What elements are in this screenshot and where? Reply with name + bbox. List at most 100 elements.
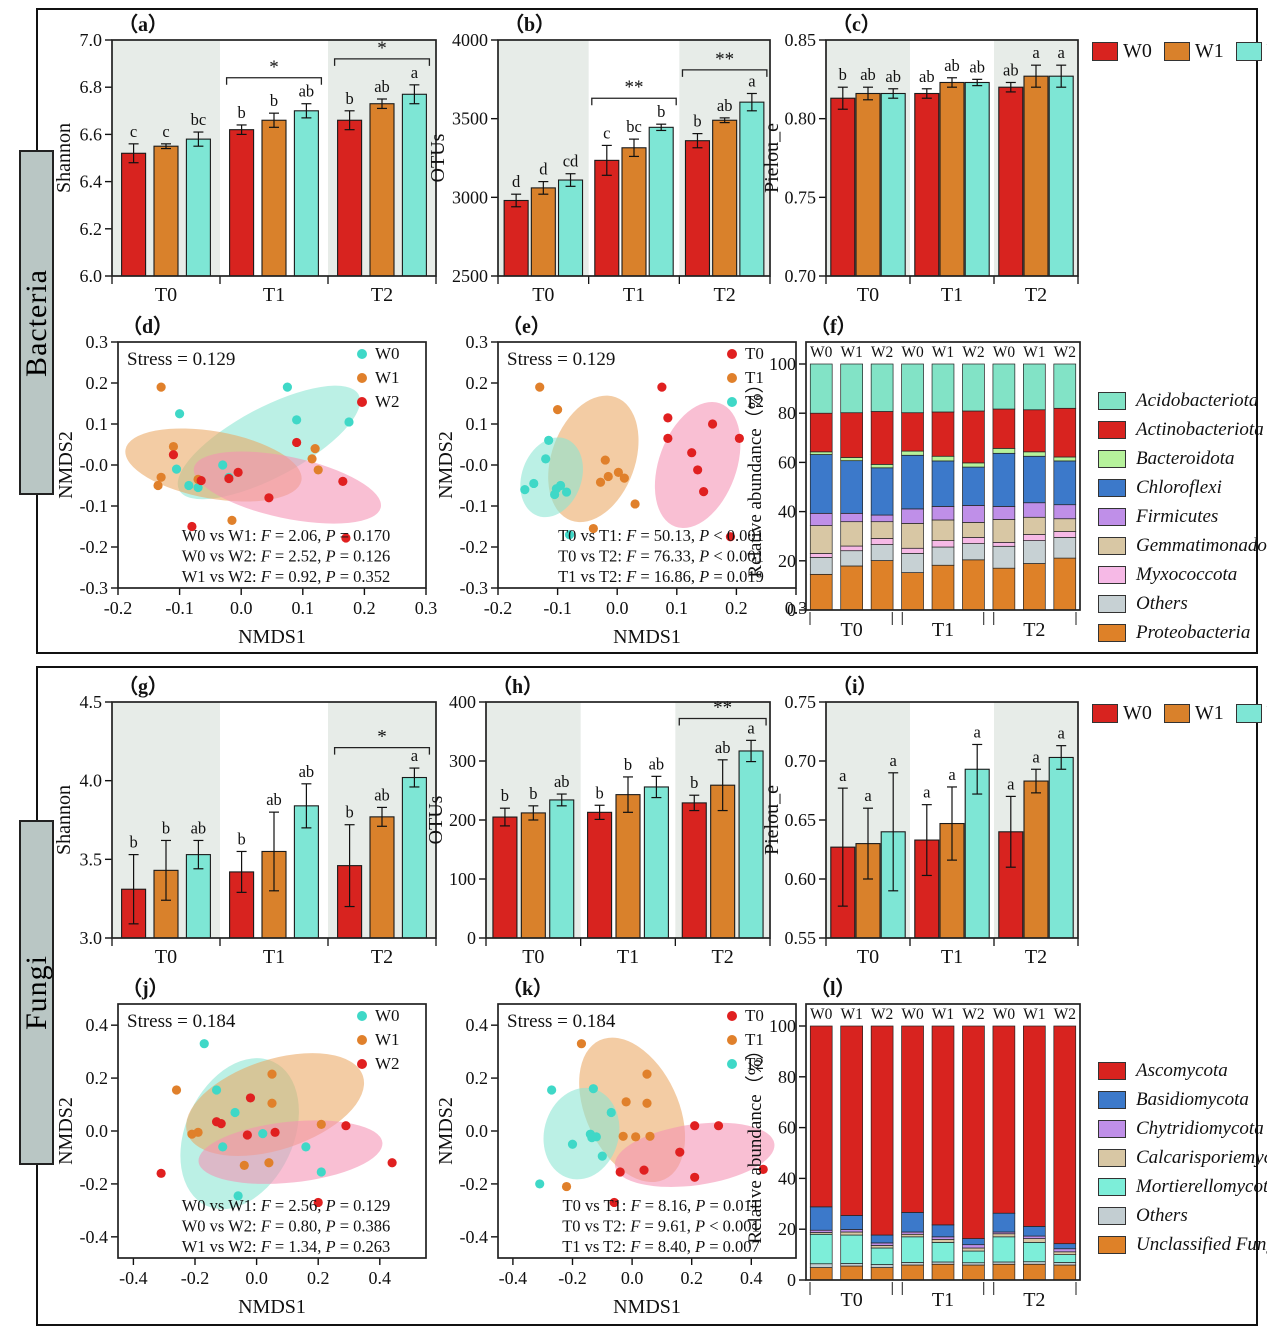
stack-segment-Myxococcota	[992, 542, 1016, 547]
panel-e-bacteria-nmds-time-chart: （e）-0.2 -0.1 0.0 0.1 0.2 0.3-0.3-0.2-0.1-0.00…	[435, 315, 807, 648]
stack-bar-label: W1	[932, 1006, 954, 1023]
legend-dot-T0	[727, 349, 737, 359]
taxa-legend-swatch	[1098, 450, 1126, 468]
stack-segment-Basidiomycota	[931, 1224, 955, 1238]
significance-letter: ab	[266, 790, 282, 809]
plot-border	[825, 39, 1079, 277]
stack-bar-label: W1	[840, 344, 862, 361]
fungi-side-label-text: Fungi	[19, 954, 53, 1031]
stack-segment-Chloroflexi	[931, 460, 955, 507]
scatter-point-T0	[639, 1165, 649, 1175]
stack-segment-Chloroflexi	[870, 467, 894, 516]
bar-T1-W2	[643, 786, 669, 939]
stack-segment-Unclassified Fungi	[962, 1264, 985, 1281]
scatter-point-W1	[187, 1129, 197, 1139]
scatter-point-T1	[621, 1097, 631, 1107]
scatter-point-T1	[553, 405, 563, 415]
stack-bar-label: W0	[901, 1006, 924, 1023]
legend-label-W0: W0	[375, 344, 400, 363]
plot-border	[825, 701, 1079, 939]
y-tick-label: 0.1	[86, 414, 109, 434]
stack-segment-Mortierellomycota	[901, 1236, 924, 1263]
permanova-stat-line: T0 vs T2: F = 76.33, P < 0.001	[558, 547, 764, 566]
stack-segment-Bacteroidota	[901, 450, 924, 456]
scatter-point-W2	[196, 475, 206, 486]
y-tick-label: 100	[449, 869, 476, 889]
scatter-point-W0	[230, 1107, 240, 1118]
stack-segment-Bacteroidota	[870, 464, 894, 469]
scatter-point-W1	[227, 515, 237, 525]
significance-letter: c	[130, 122, 137, 141]
plot-border	[497, 341, 797, 589]
permanova-stat-line: W1 vs W2: F = 1.34, P = 0.263	[182, 1237, 391, 1256]
scatter-point-W0	[344, 417, 354, 427]
stack-segment-Others	[1053, 1262, 1077, 1266]
scatter-point-W2	[187, 521, 197, 532]
panel-tag: （a）	[118, 13, 168, 36]
stack-segment-Mortierellomycota	[931, 1242, 955, 1263]
stack-segment-Basidiomycota	[1053, 1243, 1077, 1250]
bar-T1-W0	[587, 811, 613, 939]
stack-segment-Mortierellomycota	[840, 1234, 863, 1264]
y-tick-label: 0.4	[86, 1015, 109, 1035]
taxa-legend-item: Unclassified Fungi	[1098, 1234, 1267, 1256]
scatter-point-T2	[561, 487, 572, 497]
stack-segment-Firmicutes	[809, 512, 833, 526]
x-tick-label: 0.1	[292, 598, 315, 618]
legend-label-T1: T1	[745, 368, 764, 387]
significance-letter: a	[1007, 774, 1015, 793]
significance-star: **	[625, 77, 644, 98]
y-axis-title: NMDS2	[435, 1097, 457, 1165]
bar-T0-W1	[530, 187, 556, 277]
significance-letter: b	[501, 786, 509, 805]
scatter-point-W1	[156, 472, 166, 482]
scatter-point-T1	[576, 1039, 587, 1049]
significance-letter: a	[1058, 724, 1066, 743]
taxa-legend-item: Gemmatimonadota	[1098, 535, 1267, 557]
stack-segment-Proteobacteria	[840, 565, 863, 611]
taxa-legend-label: Gemmatimonadota	[1136, 535, 1267, 556]
scatter-point-W2	[168, 450, 179, 460]
significance-letter: b	[529, 784, 537, 803]
panel-tag: （k）	[502, 977, 553, 1000]
legend-dot-W2	[357, 1059, 367, 1069]
taxa-legend-swatch	[1098, 624, 1126, 642]
panel-tag: （l）	[810, 977, 856, 1000]
significance-star: *	[377, 38, 387, 59]
scatter-point-T0	[663, 433, 673, 443]
bar-T0-W0	[503, 199, 529, 277]
x-axis-title: NMDS1	[613, 1296, 681, 1318]
y-tick-label: 80	[778, 403, 796, 423]
series-legend-label: W0	[1123, 702, 1152, 724]
stack-segment-Calcarisporiemycota	[992, 1233, 1016, 1238]
stack-segment-Actinobacteriota	[992, 408, 1016, 449]
taxa-legend-item: Ascomycota	[1098, 1060, 1267, 1082]
scatter-point-W1	[267, 1098, 277, 1108]
stack-segment-Chloroflexi	[1023, 455, 1046, 504]
y-tick-label: 0	[787, 1270, 796, 1290]
y-tick-label: -0.3	[80, 578, 109, 598]
stack-segment-Unclassified Fungi	[870, 1267, 894, 1281]
plot-border	[805, 1003, 1081, 1281]
stack-segment-Gemmatimonadota	[840, 521, 863, 547]
panel-tag: （h）	[492, 675, 543, 698]
y-tick-label: -0.1	[460, 496, 489, 516]
y-tick-label: 0.80	[785, 109, 817, 129]
permanova-stat-line: T0 vs T1: F = 8.16, P = 0.011	[563, 1196, 760, 1215]
y-axis-title: OTUs	[425, 795, 447, 844]
stack-segment-Unclassified Fungi	[992, 1263, 1016, 1281]
significance-bracket	[591, 97, 677, 106]
significance-letter: ab	[944, 56, 960, 75]
bar-T1-W1	[939, 81, 965, 277]
scatter-point-W0	[175, 409, 185, 419]
y-tick-label: 4.5	[80, 692, 103, 712]
series-legend-swatch-W1	[1163, 704, 1190, 723]
scatter-point-W1	[307, 454, 317, 464]
stack-bar-label: W2	[962, 1006, 984, 1023]
panel-tag: （c）	[832, 13, 881, 36]
bar-T0-W1	[855, 92, 881, 277]
y-tick-label: -0.0	[80, 455, 109, 475]
x-axis-title: NMDS1	[238, 1296, 306, 1318]
stack-segment-Firmicutes	[931, 506, 955, 521]
